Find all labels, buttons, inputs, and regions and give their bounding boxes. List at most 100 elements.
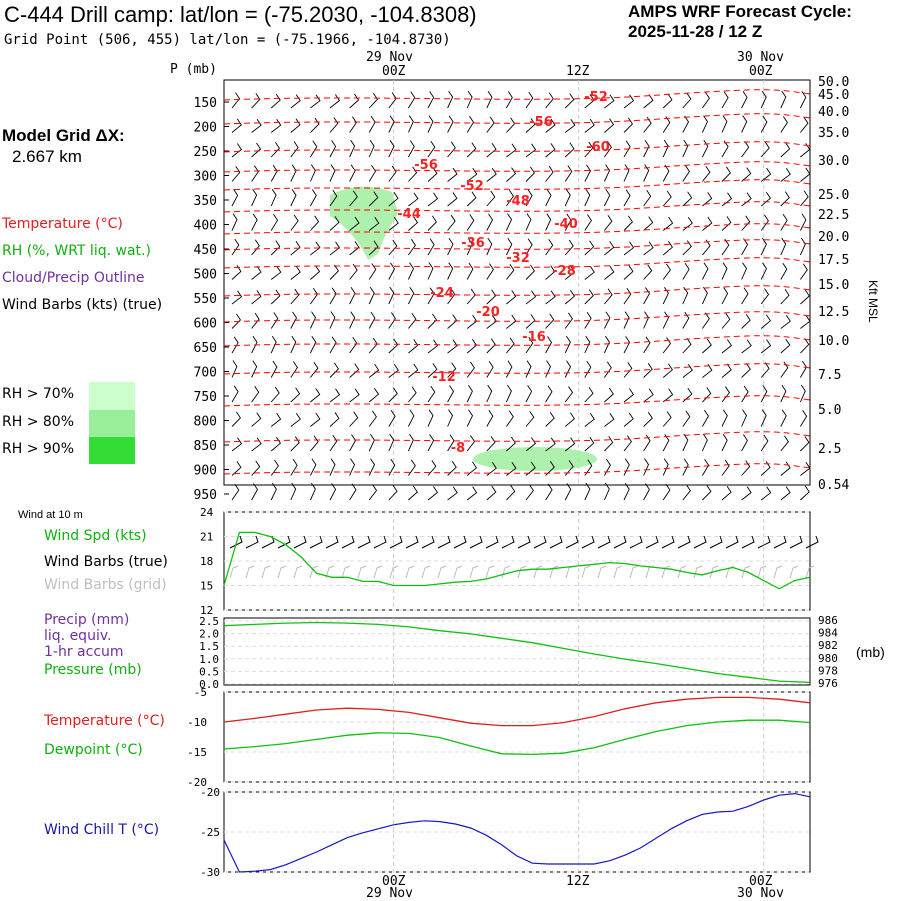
wind-barb — [741, 287, 749, 305]
precip-y-tick-label: 0.0 — [199, 678, 219, 691]
wind-barb — [408, 239, 416, 256]
wind-barb — [604, 214, 613, 231]
wind-barb — [506, 290, 517, 305]
wind-barb — [604, 361, 612, 378]
wind-barb — [251, 437, 262, 452]
wind-barb — [584, 214, 592, 231]
wind-barb — [760, 434, 769, 452]
wind-barb — [760, 214, 769, 231]
wind-barb — [721, 262, 728, 280]
wind-barb — [270, 118, 282, 133]
top-tick-00z-b: 00Z — [749, 64, 773, 79]
wind-barb — [407, 409, 415, 427]
wind-barb — [388, 239, 398, 256]
wind-barb-grid — [341, 565, 351, 579]
temperature-contour-label: -16 — [522, 330, 546, 345]
wind-barb — [760, 288, 770, 305]
wind-barb — [427, 460, 437, 476]
wind-barb-grid — [437, 565, 447, 579]
wind-barb — [231, 166, 241, 182]
temperature-line — [223, 696, 811, 727]
legend-temperature: Temperature (°C) — [2, 216, 123, 232]
temperature-contour — [223, 395, 811, 407]
wind-barb-grid — [613, 565, 623, 579]
wind-barb — [310, 435, 319, 452]
wind-barb — [780, 167, 791, 182]
pressure-axis-title: P (mb) — [170, 62, 217, 77]
wind-barb — [525, 118, 536, 133]
wind-barb — [603, 311, 611, 329]
wind-barb — [251, 265, 262, 280]
wind-barb — [643, 336, 651, 354]
wind-barb — [466, 167, 478, 182]
wind-barb — [329, 164, 336, 182]
wind-barb — [466, 384, 473, 403]
pressure-tick-label: 650 — [194, 341, 217, 356]
wind-barb — [251, 386, 260, 403]
wind-barb — [506, 410, 514, 427]
wind-barb — [251, 118, 262, 133]
wind-barb — [349, 93, 360, 109]
temp-panel-frame — [223, 691, 811, 783]
wind-barb — [604, 412, 615, 427]
wind-barb-grid — [373, 565, 383, 579]
pressure-tick-label: 800 — [194, 415, 217, 430]
wind-barb — [309, 311, 317, 329]
wind-barb — [329, 412, 340, 427]
precip-y-tick-label: 0.5 — [199, 665, 219, 678]
wind-barb — [662, 93, 673, 109]
wind-barb — [368, 458, 376, 476]
wind-barb — [290, 241, 301, 256]
temperature-contour-label: -48 — [506, 194, 530, 209]
wind-barb — [466, 435, 476, 452]
wind-barb — [486, 237, 493, 256]
wind-barb — [760, 141, 770, 158]
wind-barb — [721, 115, 728, 133]
wind-barb — [682, 263, 690, 280]
wind-barb — [270, 289, 281, 305]
temperature-contour — [223, 141, 811, 153]
wind-barb — [564, 312, 573, 329]
wind-barb — [545, 437, 556, 452]
wind-barb — [447, 288, 456, 305]
wind-barb — [603, 335, 610, 354]
wind-barb — [780, 486, 791, 501]
wind-barb — [290, 459, 298, 476]
wind-barb — [799, 237, 806, 256]
wind-barb — [290, 141, 299, 158]
wind-barb — [290, 436, 300, 452]
wind-barb — [368, 93, 378, 109]
wind-barb — [682, 92, 692, 109]
wind-barb — [407, 115, 414, 133]
wind-barb — [329, 483, 337, 501]
wind-barb — [349, 434, 357, 452]
wind-barb — [388, 363, 399, 378]
wind-barb — [780, 361, 789, 378]
wind-barb — [270, 386, 280, 403]
wind-barb — [231, 238, 240, 256]
wind-barb — [741, 192, 752, 207]
wind-barb — [780, 90, 787, 109]
wind-barb — [623, 458, 630, 476]
wind-barb-true — [773, 535, 787, 549]
wind-barb — [800, 409, 808, 427]
wind-barb — [270, 188, 277, 207]
wind-barb — [349, 116, 357, 133]
wind-barb — [545, 92, 554, 109]
wind-barb — [623, 482, 630, 501]
wind-barb — [368, 115, 376, 133]
wind-barb — [682, 433, 689, 452]
wind-barb — [349, 388, 360, 403]
wind-barb — [447, 460, 457, 476]
wind-barb — [682, 484, 691, 501]
wind-spd-label: Wind Spd (kts) — [44, 528, 147, 544]
wind-barb — [682, 115, 690, 133]
wind-barb — [603, 164, 611, 182]
wind-barb — [584, 436, 595, 452]
pressure-tick-label: 600 — [194, 317, 217, 332]
temp-y-tick-label: -5 — [194, 686, 207, 699]
wind-barb — [290, 288, 300, 305]
wind-barb — [564, 239, 574, 256]
model-grid-value: 2.667 km — [12, 147, 82, 166]
wind-barb-true — [485, 535, 499, 549]
